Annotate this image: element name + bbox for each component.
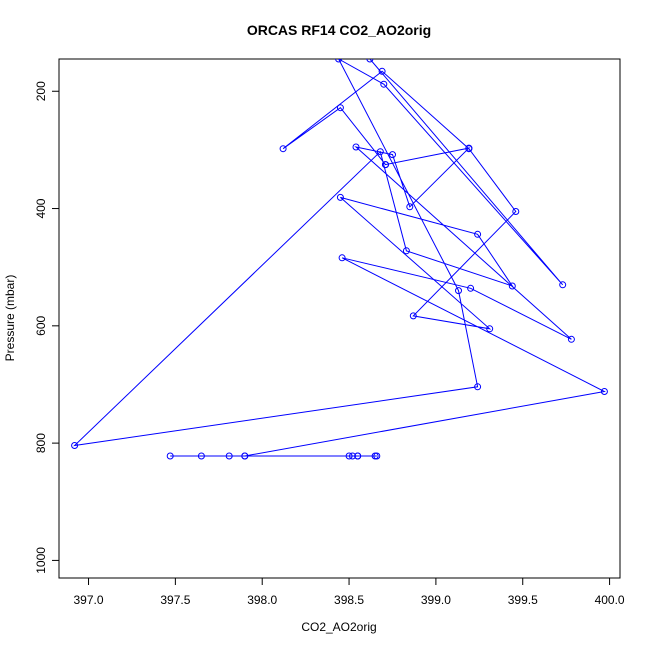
x-tick-label: 398.5 [334,593,364,607]
data-point [474,230,482,238]
y-tick-label: 400 [34,198,48,218]
data-point [166,452,174,460]
y-axis-label: Pressure (mbar) [3,275,17,362]
data-point [279,145,287,153]
data-point [378,67,386,75]
data-point [354,452,362,460]
data-point [345,452,353,460]
data-point [336,104,344,112]
data-point [508,282,516,290]
data-point [474,383,482,391]
data-point [467,284,475,292]
x-tick-label: 398.0 [247,593,277,607]
data-point [455,287,462,295]
data-series [73,59,606,457]
data-point [376,148,384,156]
data-point [559,281,567,289]
data-point [406,203,414,211]
data-point [600,388,608,395]
x-axis-label: CO2_AO2orig [301,620,376,634]
data-point [349,452,356,460]
data-point [71,442,79,449]
data-point [512,208,520,215]
y-tick-label: 600 [34,315,48,335]
plot-frame [58,58,621,579]
chart-title: ORCAS RF14 CO2_AO2orig [247,22,431,38]
data-point [402,247,410,255]
data-point [225,452,233,460]
x-axis: 397.0 397.5 398.0 398.5 399.0 399.5 400.0 [74,578,625,607]
series-line [73,59,606,457]
x-tick-label: 399.5 [508,593,538,607]
y-tick-label: 200 [34,81,48,101]
data-point [409,312,417,320]
data-point [352,143,360,151]
data-point [486,325,494,333]
x-tick-label: 397.5 [160,593,190,607]
data-point [389,151,396,159]
data-point [567,335,575,343]
y-tick-label: 1000 [34,547,48,574]
y-tick-label: 800 [34,433,48,453]
y-axis: 200 400 600 800 1000 [34,81,59,574]
data-point [366,59,374,63]
data-point [241,452,249,460]
data-point [371,452,379,460]
data-point [335,59,343,63]
x-tick-label: 400.0 [595,593,625,607]
x-tick-label: 397.0 [74,593,104,607]
data-point [380,80,388,88]
data-point [338,254,346,262]
data-point [336,193,344,201]
data-point [197,452,205,460]
x-tick-label: 399.0 [421,593,451,607]
data-point [465,145,473,153]
data-point [382,161,389,169]
data-points [71,59,608,460]
